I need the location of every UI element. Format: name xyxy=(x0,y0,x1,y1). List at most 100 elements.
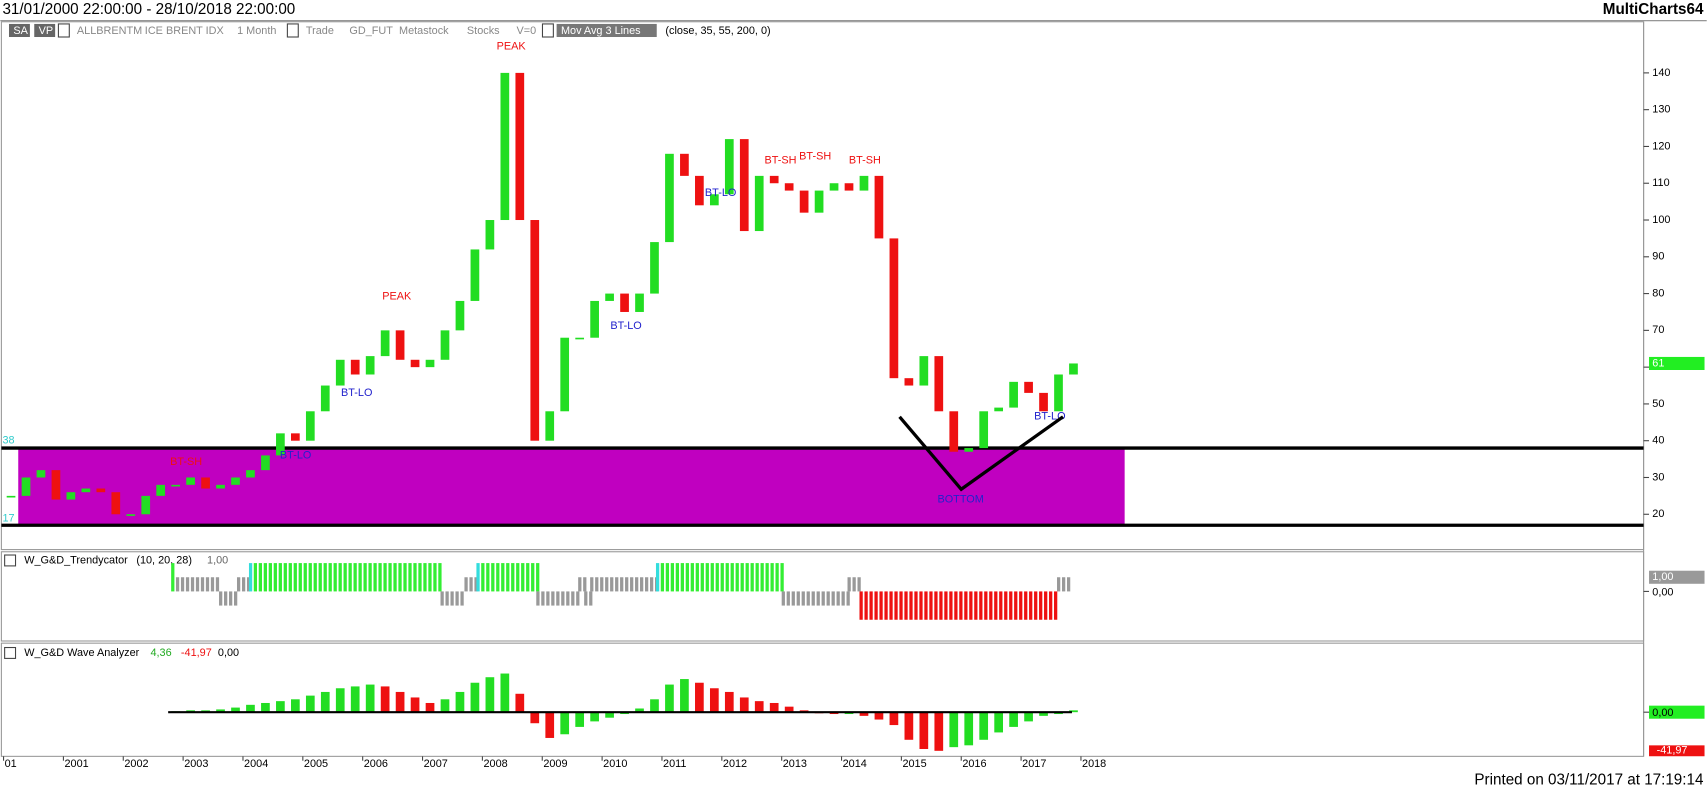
candle xyxy=(246,470,255,478)
trend-bar xyxy=(690,563,694,592)
toolbar-dropdown[interactable] xyxy=(541,23,554,38)
trend-bar xyxy=(293,563,297,592)
wave-bar xyxy=(440,699,450,713)
toolbar-item[interactable]: GD_FUT xyxy=(349,25,393,37)
trend-bar xyxy=(283,563,287,592)
candle xyxy=(350,359,360,375)
trend-bar xyxy=(680,563,684,592)
trend-bar xyxy=(190,577,195,592)
y-tick-label: 0,00 xyxy=(1652,586,1673,598)
wave-bar xyxy=(380,686,390,713)
x-tick-label: 2013 xyxy=(783,758,807,770)
toolbar-item[interactable]: Mov Avg 3 Lines xyxy=(561,25,641,37)
trend-bar xyxy=(695,563,699,592)
toolbar-item[interactable]: Stocks xyxy=(467,25,500,37)
y-tick-label: 100 xyxy=(1652,214,1670,226)
toolbar-item[interactable]: Metastock xyxy=(399,25,449,37)
x-tick-label: 2002 xyxy=(124,758,148,770)
candle xyxy=(455,300,465,331)
toolbar-button[interactable] xyxy=(34,23,56,38)
wave-bar xyxy=(246,704,255,713)
trend-bar xyxy=(224,591,228,606)
trend-bar xyxy=(501,563,505,592)
y-tick-label: 0,00 xyxy=(1652,707,1673,719)
candle xyxy=(904,378,914,386)
trend-bar xyxy=(730,563,734,592)
candle xyxy=(665,153,674,243)
toolbar-dropdown[interactable] xyxy=(286,23,299,38)
trend-bar xyxy=(1009,591,1013,620)
trend-bar xyxy=(846,591,850,606)
trend-bar xyxy=(589,591,593,606)
toolbar-item[interactable]: (close, 35, 55, 200, 0) xyxy=(665,25,770,37)
trend-bar xyxy=(536,563,540,592)
min-value-label: -41,97 xyxy=(1657,745,1688,757)
wave-bar xyxy=(216,709,225,713)
trend-bar xyxy=(288,563,292,592)
trend-bar xyxy=(263,563,267,592)
trend-bar xyxy=(710,563,714,592)
trend-bar xyxy=(253,563,258,592)
candle xyxy=(51,470,61,500)
candle xyxy=(410,359,420,368)
toolbar-item[interactable]: 1 Month xyxy=(237,25,276,37)
trend-bar xyxy=(836,591,840,606)
wave-bar xyxy=(545,712,555,738)
toolbar-item[interactable]: V=0 xyxy=(517,25,537,37)
annotation: PEAK xyxy=(497,41,527,53)
wave-header: W_G&D Wave Analyzer 4,36 -41,97 0,00 xyxy=(4,646,239,659)
trend-bar xyxy=(816,591,820,606)
annotation: BT-SH xyxy=(849,154,881,166)
trend-bar xyxy=(328,563,332,592)
toolbar-item[interactable]: ALLBRENTM xyxy=(77,25,142,37)
trend-bar xyxy=(308,563,312,592)
candle xyxy=(1009,381,1018,408)
toolbar-item[interactable]: ICE BRENT IDX xyxy=(145,25,225,37)
wave-bar xyxy=(769,702,779,713)
trend-bar xyxy=(934,591,938,620)
zone-bottom-label: 17 xyxy=(2,513,14,525)
toolbar-button[interactable] xyxy=(8,23,30,38)
trend-bar xyxy=(546,591,550,606)
trend-bar xyxy=(939,591,943,620)
trend-bar xyxy=(428,563,432,592)
wave-bar xyxy=(395,691,405,713)
toolbar-item[interactable]: VP xyxy=(39,25,54,37)
annotation: PEAK xyxy=(382,290,412,302)
toolbar-button[interactable] xyxy=(556,23,657,38)
trend-bar xyxy=(258,563,263,592)
trend-bar xyxy=(999,591,1003,620)
trend-bar xyxy=(1029,591,1033,620)
trend-bar xyxy=(720,563,724,592)
trend-bar xyxy=(909,591,913,620)
trend-bar xyxy=(1044,591,1048,620)
y-tick-label: 120 xyxy=(1652,140,1670,152)
candle xyxy=(934,356,944,412)
last-value-box xyxy=(1649,570,1705,584)
toolbar-item[interactable]: SA xyxy=(13,25,28,37)
wave-bar xyxy=(904,712,914,740)
trend-header: W_G&D_Trendycator (10, 20, 28) 1,00 xyxy=(4,554,228,567)
x-tick-label: 2009 xyxy=(543,758,567,770)
candle xyxy=(709,194,719,206)
y-tick-label: 70 xyxy=(1652,324,1664,336)
trend-bar xyxy=(864,591,868,620)
app-title: MultiCharts64 xyxy=(1603,1,1704,18)
trend-bar xyxy=(831,591,835,606)
wave-bar xyxy=(530,712,540,724)
toolbar-dropdown[interactable] xyxy=(57,23,70,38)
wave-bar xyxy=(425,702,435,713)
candle xyxy=(575,337,585,340)
close-box[interactable] xyxy=(4,646,17,659)
x-tick-label: 2008 xyxy=(483,758,507,770)
candle xyxy=(650,242,659,294)
close-box[interactable] xyxy=(4,554,17,567)
toolbar-item[interactable]: Trade xyxy=(306,25,334,37)
trend-bar xyxy=(914,591,918,620)
candle xyxy=(799,190,809,213)
trend-bar xyxy=(801,591,805,606)
trend-bar xyxy=(770,563,774,592)
annotation: BT-LO xyxy=(610,320,641,332)
candle xyxy=(829,183,839,191)
